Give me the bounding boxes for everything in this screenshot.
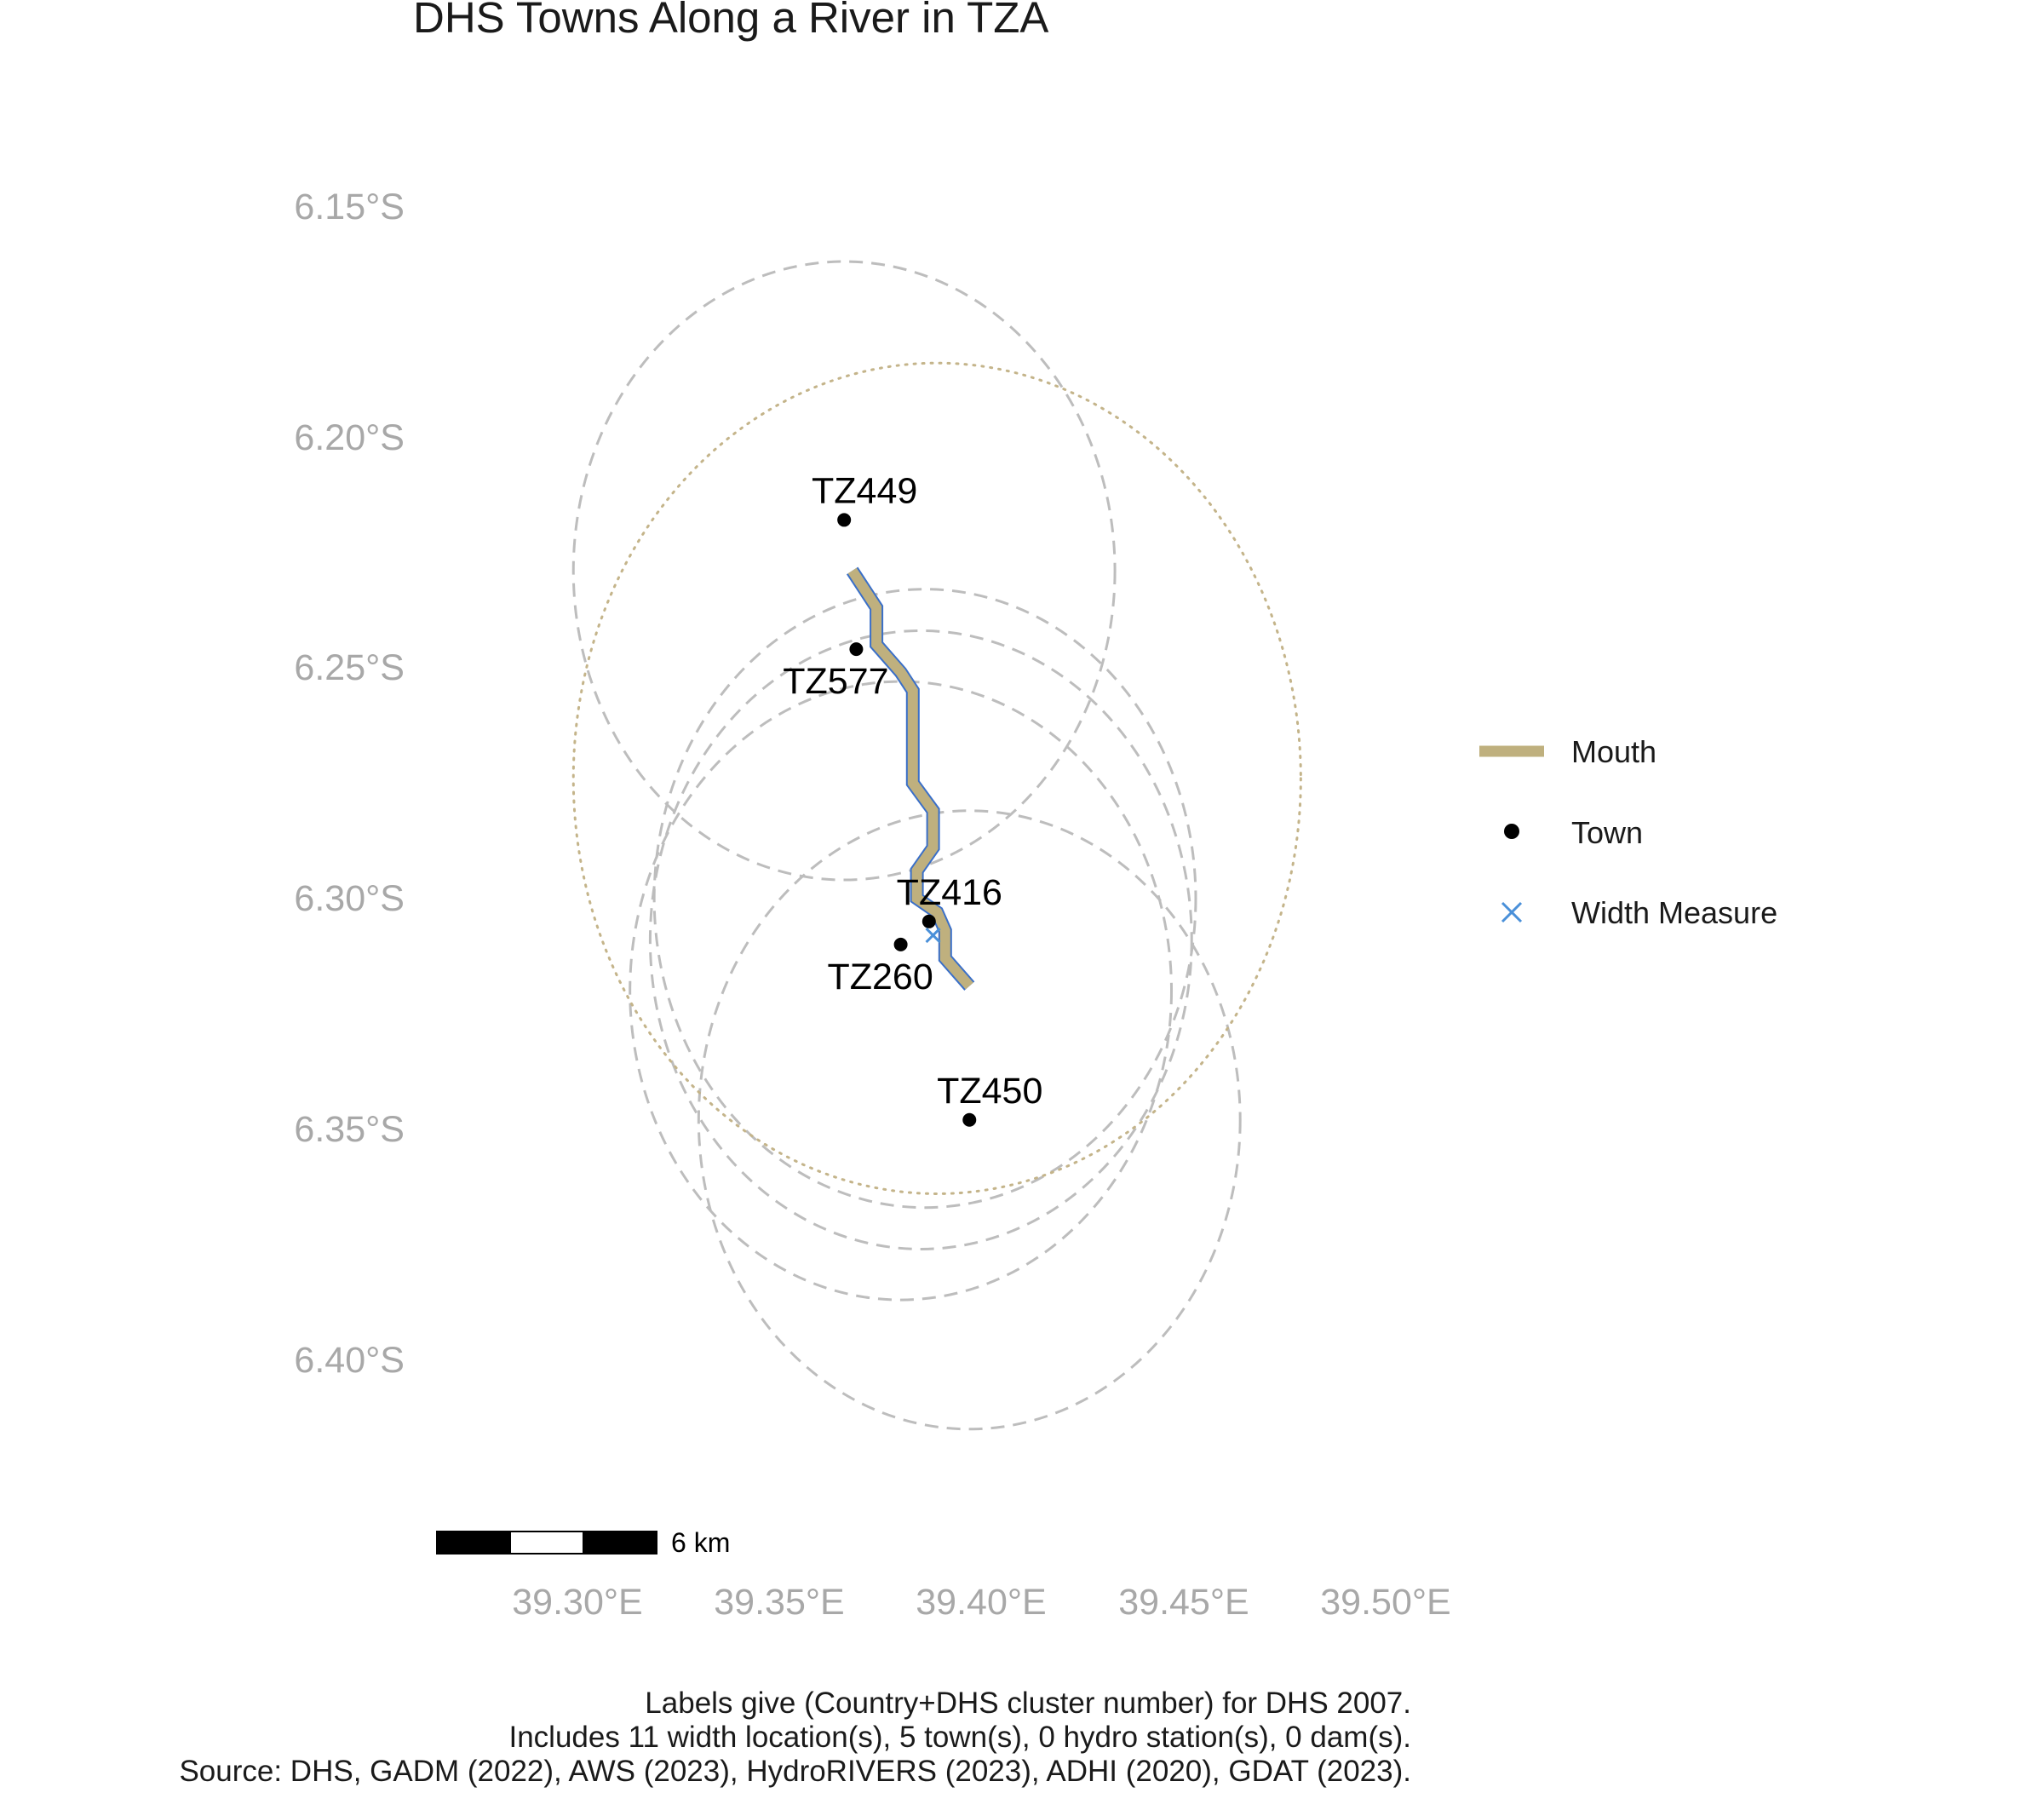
x-axis: 39.30°E 39.35°E 39.40°E 39.45°E 39.50°E <box>512 1582 1450 1623</box>
buffer-circle <box>697 809 1242 1431</box>
town-labels: TZ449 TZ577 TZ416 TZ260 TZ450 <box>783 470 1042 1111</box>
scale-bar-segment-black <box>436 1531 511 1555</box>
scale-bar-segment-white <box>509 1531 584 1555</box>
buffer-circles <box>571 260 1302 1431</box>
caption: Labels give (Country+DHS cluster number)… <box>179 1687 1411 1788</box>
x-tick-label: 39.30°E <box>512 1582 642 1623</box>
legend-label-mouth: Mouth <box>1571 734 1656 769</box>
town-label: TZ449 <box>812 470 917 511</box>
town-points <box>837 513 977 1127</box>
x-tick-label: 39.40°E <box>916 1582 1046 1623</box>
x-tick-label: 39.35°E <box>714 1582 844 1623</box>
y-tick-label: 6.15°S <box>294 187 405 227</box>
town-label: TZ450 <box>937 1071 1042 1112</box>
y-tick-label: 6.25°S <box>294 647 405 688</box>
legend-point-icon <box>1504 824 1519 839</box>
y-tick-label: 6.40°S <box>294 1340 405 1381</box>
x-tick-label: 39.45°E <box>1118 1582 1249 1623</box>
buffer-circle <box>648 629 1193 1250</box>
legend-cross-icon <box>1501 901 1523 923</box>
river-line <box>847 566 975 991</box>
buffer-circle <box>652 588 1197 1210</box>
x-tick-label: 39.50°E <box>1320 1582 1450 1623</box>
legend-label-width-measure: Width Measure <box>1571 895 1777 930</box>
map-title: DHS Towns Along a River in TZA <box>413 0 1048 42</box>
y-axis: 6.15°S 6.20°S 6.25°S 6.30°S 6.35°S 6.40°… <box>294 187 405 1381</box>
buffer-circle <box>629 680 1174 1302</box>
town-label: TZ577 <box>783 661 888 702</box>
town-point <box>837 513 852 527</box>
town-point <box>849 642 864 657</box>
river-core <box>847 567 973 990</box>
y-tick-label: 6.35°S <box>294 1109 405 1150</box>
scale-bar-segment-black <box>583 1531 657 1555</box>
width-measure-marker <box>925 927 941 944</box>
town-point <box>962 1112 977 1127</box>
town-point <box>922 914 936 928</box>
town-label: TZ416 <box>897 872 1002 913</box>
caption-line: Labels give (Country+DHS cluster number)… <box>645 1687 1411 1720</box>
width-measure-stroke <box>925 927 941 944</box>
scale-bar-label: 6 km <box>671 1527 730 1558</box>
caption-line: Includes 11 width location(s), 5 town(s)… <box>508 1721 1411 1754</box>
width-measure-markers <box>925 927 941 944</box>
town-label: TZ260 <box>827 957 933 997</box>
legend-label-town: Town <box>1571 815 1643 850</box>
y-tick-label: 6.20°S <box>294 417 405 458</box>
town-point <box>893 937 908 951</box>
y-tick-label: 6.30°S <box>294 878 405 919</box>
buffer-circle-dotted <box>571 361 1302 1195</box>
buffer-circle <box>571 260 1117 882</box>
legend: Mouth Town Width Measure <box>1479 734 1777 930</box>
scale-bar: 6 km <box>436 1527 730 1558</box>
caption-line: Source: DHS, GADM (2022), AWS (2023), Hy… <box>179 1755 1411 1788</box>
